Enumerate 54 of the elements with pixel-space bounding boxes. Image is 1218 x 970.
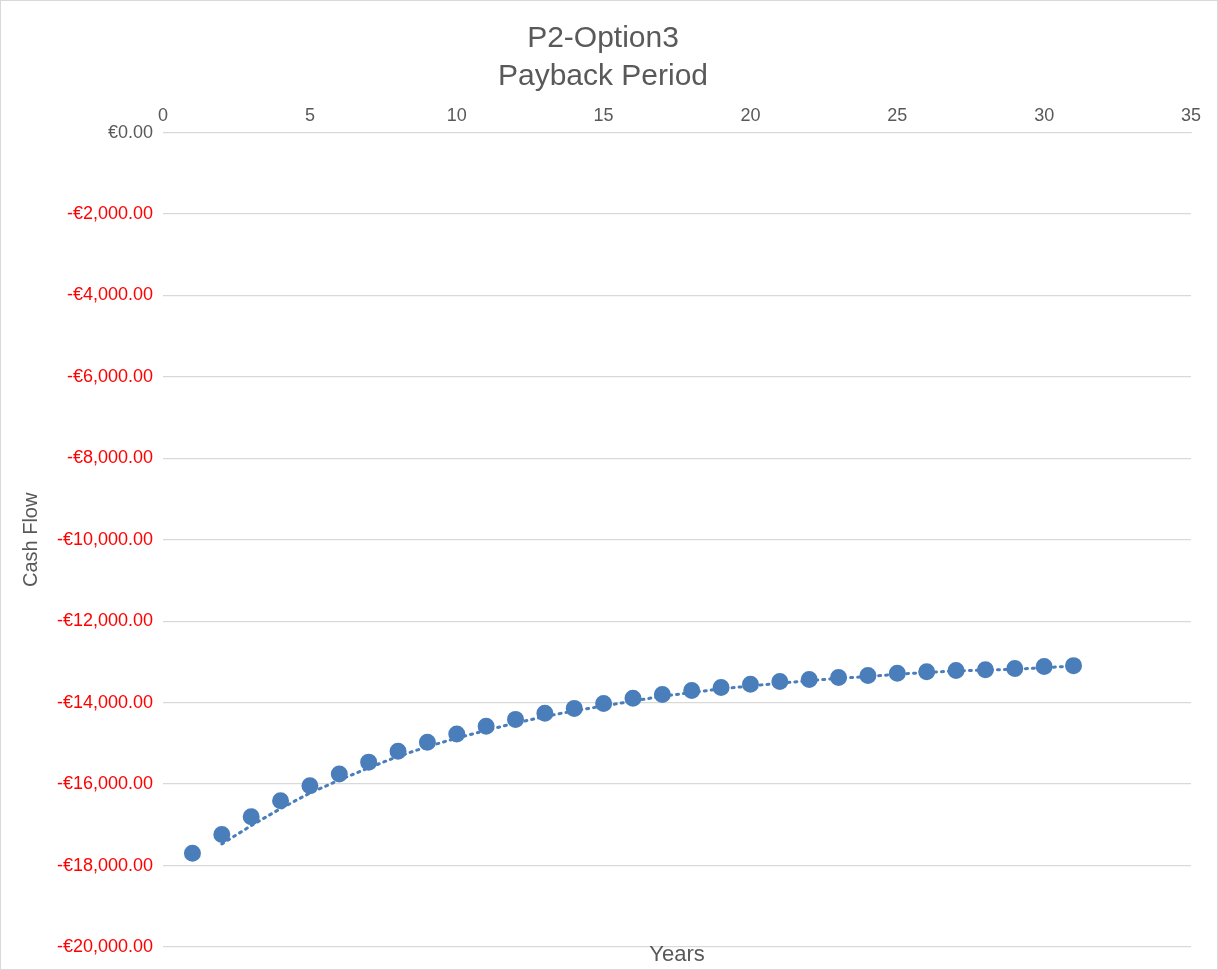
x-tick-label: 25 <box>887 104 908 125</box>
point <box>859 666 877 684</box>
point <box>183 844 201 862</box>
point <box>624 689 642 707</box>
y-axis-title: Cash Flow <box>18 492 41 588</box>
point <box>830 668 848 686</box>
point <box>330 765 348 783</box>
point <box>1065 657 1083 675</box>
point <box>536 704 554 722</box>
point <box>272 792 290 810</box>
y-tick-label: -€2,000.00 <box>67 203 154 224</box>
point <box>389 742 407 760</box>
y-tick-label: -€12,000.00 <box>56 610 154 631</box>
point <box>653 686 671 704</box>
y-tick-label: -€8,000.00 <box>67 447 154 468</box>
chart-title: P2-Option3 <box>527 20 679 54</box>
point <box>448 725 466 743</box>
point <box>565 699 583 717</box>
x-tick-label: 10 <box>446 104 467 125</box>
point <box>1035 657 1053 675</box>
x-tick-label: 30 <box>1034 104 1055 125</box>
x-tick-label: 15 <box>593 104 614 125</box>
y-tick-label: -€10,000.00 <box>56 528 154 549</box>
point <box>800 670 818 688</box>
point <box>477 717 495 735</box>
y-tick-label: -€6,000.00 <box>67 365 154 386</box>
y-tick-label: €0.00 <box>108 121 154 142</box>
y-tick-label: -€14,000.00 <box>56 691 154 712</box>
chart-subtitle: Payback Period <box>497 58 709 92</box>
x-axis-title: Years <box>649 941 705 967</box>
x-tick-label: 35 <box>1180 104 1202 125</box>
x-tick-label: 20 <box>740 104 761 125</box>
y-tick-label: -€18,000.00 <box>56 854 154 875</box>
x-tick-label: 0 <box>158 104 169 125</box>
point <box>888 664 906 682</box>
point <box>507 710 525 728</box>
point <box>741 675 759 693</box>
point <box>1006 659 1024 677</box>
x-tick-label: 5 <box>304 104 315 125</box>
point <box>360 753 378 771</box>
y-tick-label: -€16,000.00 <box>56 773 154 794</box>
point <box>947 662 965 680</box>
point <box>683 681 701 699</box>
point <box>242 808 260 826</box>
point <box>918 663 936 681</box>
point <box>976 661 994 679</box>
y-tick-label: -€20,000.00 <box>56 935 154 956</box>
point <box>418 733 436 751</box>
point <box>712 679 730 697</box>
y-tick-label: -€4,000.00 <box>67 284 154 305</box>
point <box>301 777 319 795</box>
point <box>595 694 613 712</box>
point <box>213 826 231 844</box>
point <box>771 673 789 691</box>
